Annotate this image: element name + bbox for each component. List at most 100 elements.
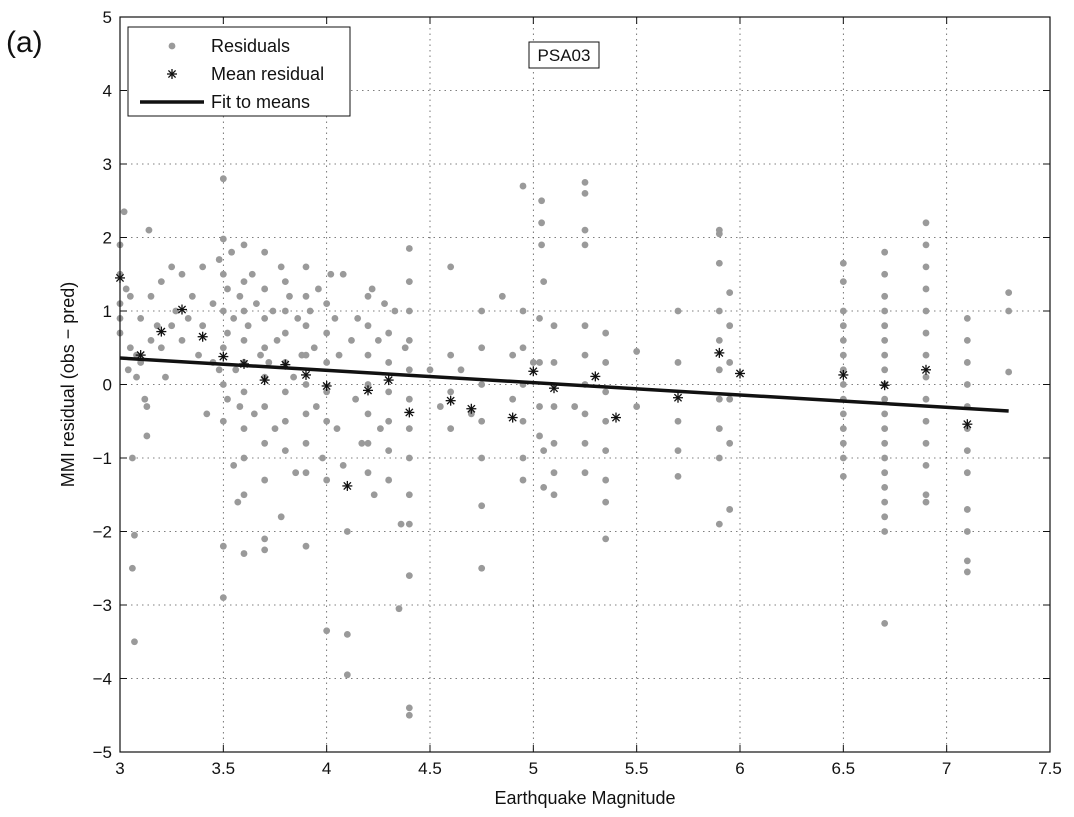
residual-point: [157, 278, 165, 285]
x-tick-label: 3.5: [212, 759, 236, 778]
residual-point: [168, 322, 176, 330]
residual-point: [922, 417, 930, 425]
residual-point: [224, 329, 231, 337]
residual-point: [131, 638, 138, 646]
residual-point: [230, 461, 238, 469]
mean-residual-point: [363, 385, 373, 396]
residual-point: [881, 410, 889, 418]
residual-point: [141, 395, 149, 403]
residual-point: [261, 439, 269, 447]
residual-point: [327, 270, 335, 278]
mean-residual-point: [404, 407, 415, 418]
x-tick-label: 5.5: [625, 759, 649, 778]
residual-point: [839, 381, 847, 388]
residual-point: [219, 417, 227, 425]
residual-point: [405, 425, 413, 432]
residual-point: [261, 248, 269, 256]
residual-point: [1005, 307, 1013, 315]
legend-entries: Residuals Mean residual Fit to means: [140, 36, 324, 112]
residual-point: [281, 447, 289, 455]
mean-residual-point: [838, 369, 849, 380]
residual-point: [550, 359, 558, 366]
residual-point: [364, 439, 372, 447]
mean-residual-point: [673, 392, 683, 403]
residual-point: [143, 403, 151, 410]
residual-point: [881, 439, 889, 447]
y-tick-label: −1: [93, 449, 112, 468]
residual-point: [540, 484, 548, 491]
residual-point: [364, 410, 372, 418]
residual-point: [922, 241, 930, 249]
y-tick-labels: −5 −4 −3 −2 −1 0 1 2 3 4 5: [93, 8, 112, 762]
residual-point: [374, 337, 382, 344]
residual-point: [261, 403, 269, 410]
residual-point: [540, 278, 548, 285]
residual-point: [633, 348, 641, 355]
mean-residual-point: [962, 419, 973, 430]
residual-point: [129, 454, 136, 462]
residual-point: [302, 351, 310, 359]
residual-point: [881, 469, 889, 477]
residual-point: [323, 388, 331, 396]
legend-label: Fit to means: [211, 92, 310, 112]
x-tick-label: 5: [529, 759, 538, 778]
residual-point: [881, 395, 889, 403]
mean-residual-point: [239, 358, 249, 369]
residual-point: [922, 285, 930, 293]
residual-point: [571, 403, 579, 410]
annotation-label: PSA03: [538, 46, 591, 65]
residual-point: [478, 381, 486, 388]
residual-point: [343, 671, 351, 679]
residual-point: [343, 631, 351, 638]
y-axis-title: MMI residual (obs − pred): [58, 282, 78, 488]
residual-point: [224, 395, 231, 403]
y-tick-label: −4: [93, 670, 112, 689]
residual-point: [602, 359, 610, 366]
residual-point: [881, 248, 889, 256]
mean-residual-point: [714, 347, 725, 358]
residual-point: [129, 564, 136, 572]
residual-point: [509, 351, 517, 359]
residual-point: [302, 292, 310, 300]
residual-point: [881, 322, 889, 330]
residual-point: [315, 285, 322, 293]
residual-point: [281, 388, 289, 396]
residual-point: [922, 439, 930, 447]
residual-point: [602, 388, 610, 396]
residual-point: [550, 491, 558, 499]
residual-point: [963, 381, 971, 388]
mean-residual-point: [879, 380, 890, 391]
residual-point: [922, 395, 930, 403]
residual-point: [509, 395, 517, 403]
residual-point: [839, 439, 847, 447]
residual-point: [234, 498, 242, 506]
residual-point: [215, 256, 223, 263]
residual-point: [674, 307, 682, 315]
residual-point: [219, 542, 227, 550]
residual-point: [715, 307, 723, 315]
residual-point: [467, 410, 475, 418]
residual-point: [219, 235, 227, 243]
mean-residual-point: [383, 375, 394, 386]
residual-point: [839, 337, 847, 344]
residual-point: [162, 373, 169, 381]
y-tick-label: −5: [93, 743, 112, 762]
residual-point: [236, 292, 244, 300]
residual-point: [674, 417, 682, 425]
residual-point: [215, 366, 223, 374]
residual-point: [963, 337, 971, 344]
residual-point: [478, 307, 486, 315]
residual-point: [581, 190, 589, 197]
residual-point: [199, 263, 207, 271]
residual-point: [839, 366, 847, 374]
residual-point: [323, 476, 331, 484]
legend-asterisk-marker: [167, 69, 177, 79]
mean-residual-point: [135, 350, 146, 361]
residual-point: [209, 300, 217, 308]
residual-point: [306, 307, 314, 315]
residual-point: [302, 542, 310, 550]
x-tick-label: 3: [115, 759, 124, 778]
residual-point: [726, 322, 734, 330]
residual-point: [405, 395, 413, 403]
